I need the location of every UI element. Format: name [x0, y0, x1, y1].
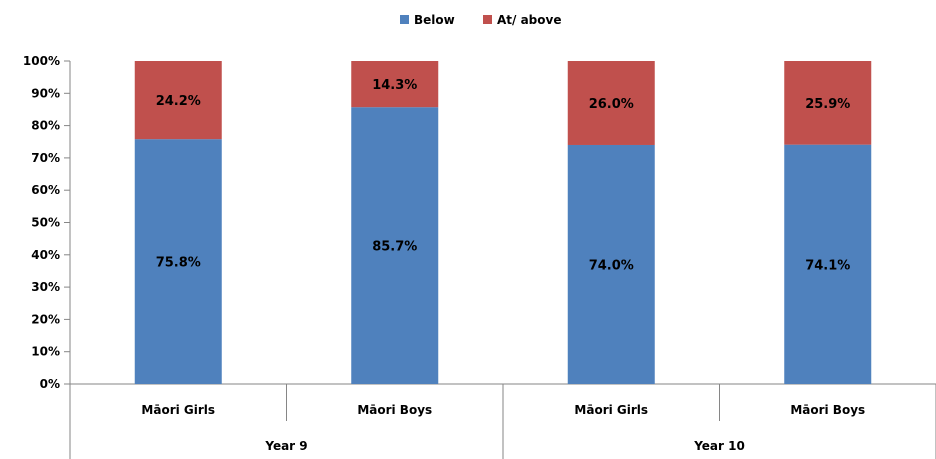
data-label: 26.0% [589, 97, 634, 112]
x-category-label: Māori Girls [141, 403, 215, 417]
bar-at-above [784, 61, 872, 145]
data-label: 85.7% [372, 240, 417, 255]
bar-at-above [134, 61, 222, 140]
data-label: 74.0% [589, 258, 634, 273]
y-tick-label: 80% [31, 119, 60, 133]
legend-label: At/ above [497, 13, 561, 27]
y-tick-label: 30% [31, 280, 60, 294]
data-label: 75.8% [156, 256, 201, 271]
data-label: 14.3% [372, 78, 417, 93]
y-tick-label: 100% [23, 54, 60, 68]
y-tick-label: 60% [31, 183, 60, 197]
legend-label: Below [414, 13, 455, 27]
bar-below [784, 144, 872, 384]
legend-swatch [483, 15, 492, 24]
y-tick-label: 90% [31, 86, 60, 100]
bar-below [134, 139, 222, 384]
data-label: 24.2% [156, 94, 201, 109]
data-label: 25.9% [805, 97, 850, 112]
y-tick-label: 0% [40, 377, 60, 391]
y-tick-label: 40% [31, 248, 60, 262]
legend-swatch [400, 15, 409, 24]
x-category-label: Māori Girls [574, 403, 648, 417]
data-label: 74.1% [805, 258, 850, 273]
x-group-label: Year 10 [693, 439, 745, 453]
bar-below [567, 144, 655, 384]
y-tick-label: 50% [31, 216, 60, 230]
x-category-label: Māori Boys [357, 403, 432, 417]
x-group-label: Year 9 [264, 439, 307, 453]
bar-at-above [351, 61, 439, 108]
y-tick-label: 70% [31, 151, 60, 165]
bar-below [351, 107, 439, 385]
y-tick-label: 10% [31, 345, 60, 359]
bar-at-above [567, 61, 655, 145]
x-category-label: Māori Boys [790, 403, 865, 417]
y-tick-label: 20% [31, 312, 60, 326]
